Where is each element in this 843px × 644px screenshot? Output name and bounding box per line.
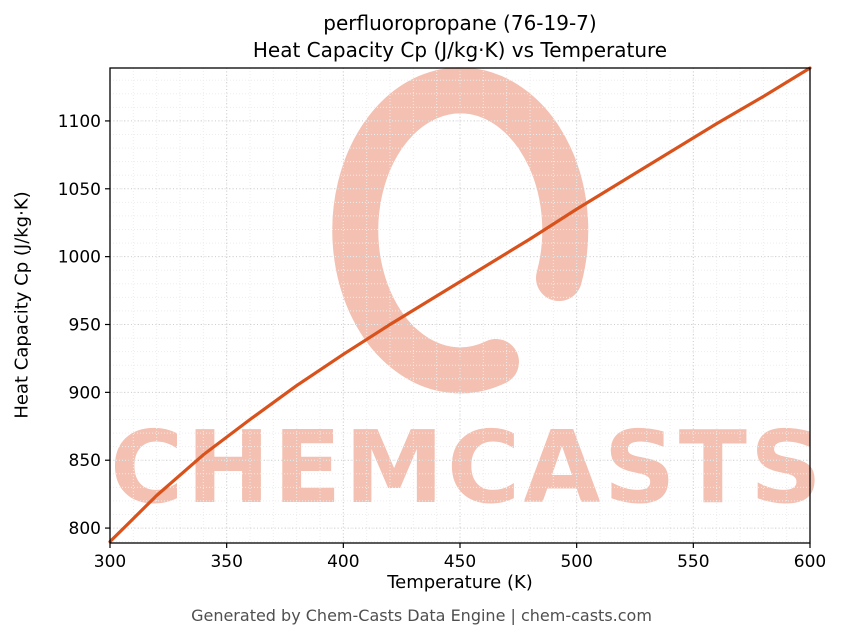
y-tick-label: 1050 <box>58 180 101 200</box>
tick-labels: 300 350 400 450 500 550 600 800 850 900 950 1000 105… <box>58 112 826 572</box>
x-axis-label: Temperature (K) <box>387 572 533 593</box>
footer-attribution: Generated by Chem-Casts Data Engine | ch… <box>191 606 652 625</box>
x-tick-label: 500 <box>560 552 592 572</box>
chart-title: perfluoropropane (76-19-7) Heat Capacity… <box>110 10 810 64</box>
x-tick-label: 400 <box>327 552 359 572</box>
x-tick-label: 600 <box>794 552 826 572</box>
x-tick-label: 350 <box>210 552 242 572</box>
chemcasts-ring-icon <box>332 67 589 394</box>
tick-marks <box>105 120 811 548</box>
y-tick-label: 1000 <box>58 248 101 268</box>
cp-curve <box>108 66 812 544</box>
x-tick-label: 550 <box>677 552 709 572</box>
minor-gridlines <box>109 68 811 543</box>
y-tick-label: 850 <box>69 451 101 471</box>
x-tick-label: 300 <box>94 552 126 572</box>
x-tick-label: 450 <box>444 552 476 572</box>
y-tick-label: 950 <box>69 316 101 336</box>
y-tick-label: 800 <box>69 519 101 539</box>
y-tick-label: 1100 <box>58 112 101 132</box>
chart-title-line1: perfluoropropane (76-19-7) <box>323 11 597 35</box>
y-tick-label: 900 <box>69 383 101 403</box>
chart-title-line2: Heat Capacity Cp (J/kg·K) vs Temperature <box>252 38 668 62</box>
y-axis-label: Heat Capacity Cp (J/kg·K) <box>11 191 33 419</box>
